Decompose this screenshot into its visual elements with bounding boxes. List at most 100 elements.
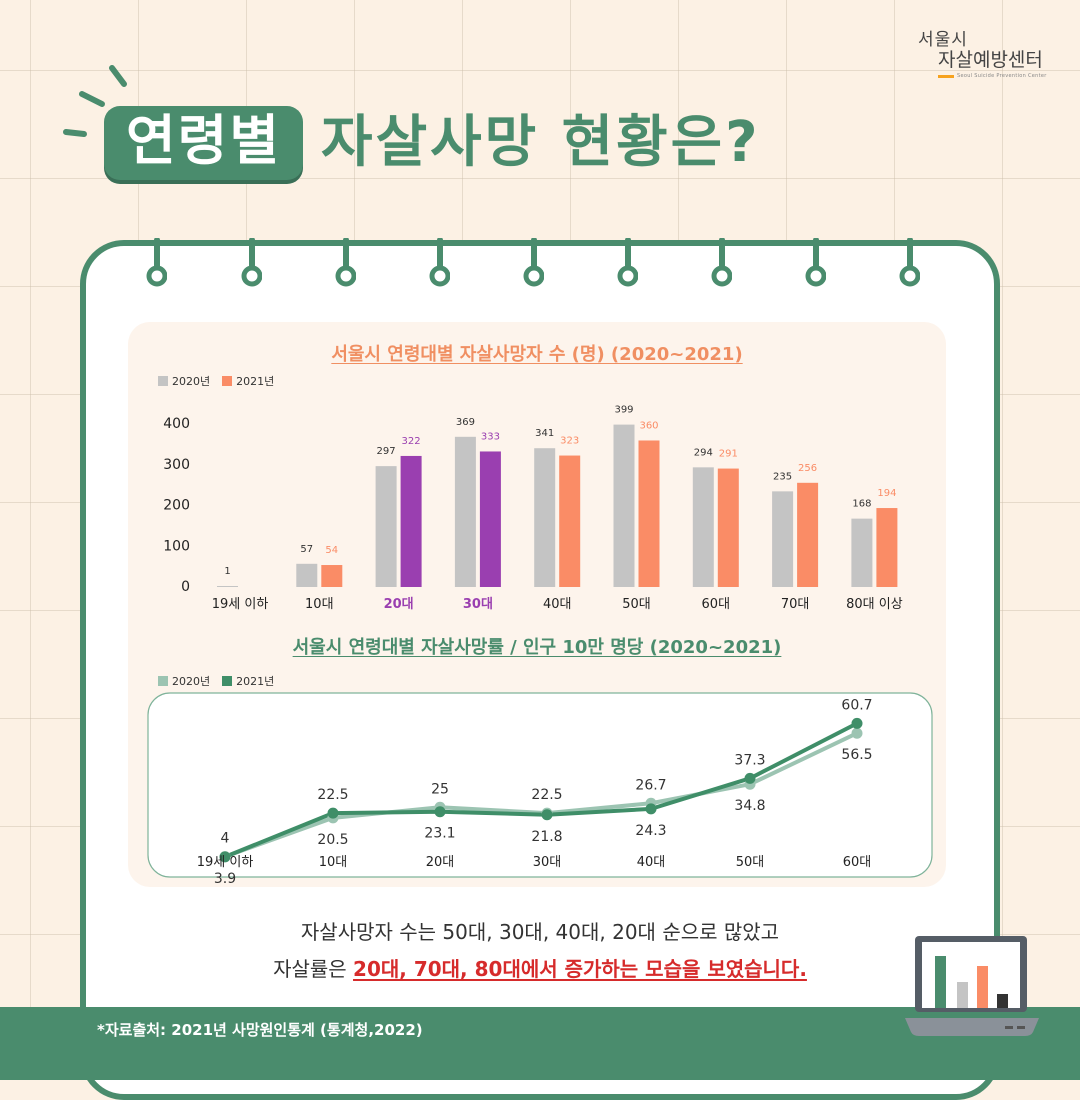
data-label: 24.3: [635, 823, 666, 839]
ring-8: [805, 238, 826, 287]
data-point: [541, 809, 553, 821]
x-tick-label: 40대: [637, 855, 666, 870]
bar-chart-title: 서울시 연령대별 자살사망자 수 (명) (2020~2021): [331, 344, 743, 365]
line-chart-frame: [147, 692, 933, 878]
bar: [613, 424, 635, 587]
legend-2020-swatch: [158, 376, 168, 386]
logo-subtitle: Seoul Suicide Prevention Center: [957, 73, 1047, 79]
logo: 서울시 자살예방센터 Seoul Suicide Prevention Cent…: [918, 32, 1047, 79]
data-label: 60.7: [841, 697, 872, 713]
data-label: 369: [456, 417, 475, 428]
bar: [692, 467, 714, 587]
data-label: 3.9: [214, 871, 236, 887]
bar: [797, 482, 819, 587]
data-label: 56.5: [841, 747, 872, 763]
bar: [717, 468, 739, 587]
bar: [876, 508, 898, 587]
x-tick-label: 10대: [305, 597, 334, 612]
ring-1: [146, 238, 167, 287]
x-tick-label: 20대: [384, 597, 414, 612]
ring-5: [523, 238, 544, 287]
summary-line2: 자살률은 20대, 70대, 80대에서 증가하는 모습을 보였습니다.: [0, 953, 1080, 982]
data-label: 26.7: [635, 777, 666, 793]
title-highlight: 연령별: [104, 106, 304, 180]
footer-bar: [0, 1007, 1080, 1080]
bar: [479, 451, 501, 587]
data-label: 4: [221, 831, 230, 847]
line-chart-title: 서울시 연령대별 자살사망률 / 인구 10만 명당 (2020~2021): [292, 637, 782, 658]
summary-line1: 자살사망자 수는 50대, 30대, 40대, 20대 순으로 많았고: [300, 920, 780, 944]
data-label: 168: [852, 499, 871, 510]
data-label: 20.5: [317, 832, 348, 848]
data-label: 1: [224, 566, 230, 577]
ring-7: [711, 238, 732, 287]
title-rest: 자살사망 현황은?: [321, 110, 761, 175]
bar: [375, 466, 397, 587]
data-label: 22.5: [317, 787, 348, 803]
laptop-chart-icon: [905, 936, 1039, 1036]
data-label: 256: [798, 463, 817, 474]
x-tick-label: 40대: [543, 597, 572, 612]
ring-4: [429, 238, 450, 287]
logo-line1: 서울시: [918, 30, 968, 50]
data-point: [851, 727, 863, 739]
bar: [638, 440, 660, 587]
y-tick-label: 400: [163, 416, 190, 432]
data-label: 294: [694, 447, 713, 458]
data-label: 297: [377, 446, 396, 457]
bar: [400, 455, 422, 587]
data-label: 25: [431, 781, 449, 797]
x-tick-label: 70대: [781, 597, 810, 612]
data-label: 235: [773, 471, 792, 482]
data-label: 322: [402, 436, 421, 447]
data-point: [744, 772, 756, 784]
x-tick-label: 20대: [426, 855, 455, 870]
data-label: 194: [877, 488, 896, 499]
data-point: [219, 851, 231, 863]
data-label: 54: [325, 545, 338, 556]
data-label: 37.3: [734, 752, 765, 768]
legend-2021-label: 2021년: [236, 375, 275, 388]
legend-2020-label: 2020년: [172, 375, 211, 388]
data-point: [434, 806, 446, 818]
data-label: 360: [639, 420, 658, 431]
x-tick-label: 50대: [736, 855, 765, 870]
summary-line2-prefix: 자살률은: [273, 957, 354, 981]
data-label: 323: [560, 436, 579, 447]
data-label: 333: [481, 431, 500, 442]
x-tick-label: 10대: [319, 855, 348, 870]
x-tick-label: 50대: [622, 597, 651, 612]
ring-9: [899, 238, 920, 287]
ring-2: [241, 238, 262, 287]
data-label: 23.1: [424, 826, 455, 842]
data-label: 341: [535, 428, 554, 439]
page-title: 연령별 자살사망 현황은?: [104, 106, 761, 180]
x-tick-label: 30대: [533, 855, 562, 870]
data-point: [645, 803, 657, 815]
data-label: 291: [719, 449, 738, 460]
y-tick-label: 100: [163, 538, 190, 554]
bar: [851, 518, 873, 587]
source-note: *자료출처: 2021년 사망원인통계 (통계청,2022): [97, 1021, 423, 1039]
summary-highlight: 20대, 70대, 80대에서 증가하는 모습을 보였습니다.: [353, 957, 807, 981]
ring-6: [617, 238, 638, 287]
logo-line2: 자살예방센터: [938, 49, 1043, 71]
bar: [217, 586, 238, 587]
legend-2021-swatch: [222, 376, 233, 386]
legend-2020-label: 2020년: [172, 675, 211, 688]
data-label: 399: [614, 405, 633, 416]
line-chart-legend: 2020년 2021년: [158, 673, 274, 689]
legend-2020-swatch: [158, 676, 168, 686]
data-label: 22.5: [531, 787, 562, 803]
data-point: [327, 807, 339, 819]
bar: [772, 491, 794, 587]
legend-2021-swatch: [222, 676, 233, 686]
y-tick-label: 0: [181, 579, 190, 595]
x-tick-label: 60대: [702, 597, 731, 612]
bar: [321, 565, 343, 587]
y-tick-label: 200: [163, 498, 190, 514]
x-tick-label: 60대: [843, 855, 872, 870]
legend-2021-label: 2021년: [236, 675, 275, 688]
data-label: 57: [300, 544, 313, 555]
